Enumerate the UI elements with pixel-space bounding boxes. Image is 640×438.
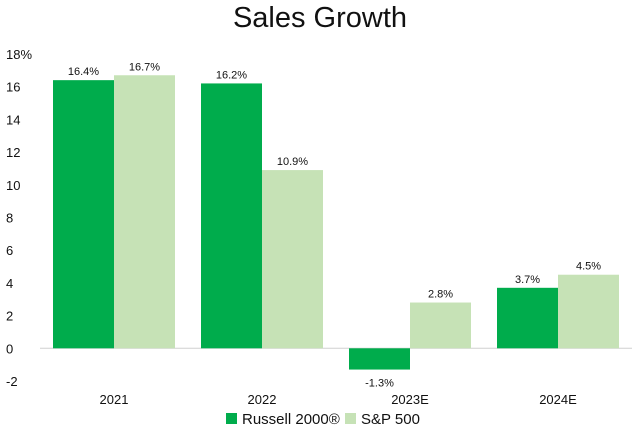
- y-tick-label: 12: [6, 145, 20, 160]
- bar-russell-2021: [53, 80, 114, 349]
- bar-russell-2022: [201, 83, 262, 349]
- y-tick-label: 4: [6, 276, 13, 291]
- x-tick-label: 2023E: [391, 392, 429, 407]
- data-label: 10.9%: [277, 156, 308, 168]
- y-tick-label: 0: [6, 341, 13, 356]
- bar-sp500-2024E: [558, 274, 619, 349]
- bar-sp500-2022: [262, 170, 323, 349]
- y-tick-label: 2: [6, 309, 13, 324]
- y-tick-label: 18%: [6, 47, 32, 62]
- legend-swatch-sp500: [345, 413, 356, 424]
- y-tick-label: 6: [6, 243, 13, 258]
- x-tick-label: 2021: [100, 392, 129, 407]
- y-tick-label: 16: [6, 80, 20, 95]
- legend-swatch-russell: [226, 413, 237, 424]
- y-tick-label: 14: [6, 112, 20, 127]
- chart-title: Sales Growth: [232, 2, 408, 34]
- legend-label: S&P 500: [361, 411, 420, 428]
- y-tick-label: -2: [6, 374, 18, 389]
- data-label: 16.4%: [68, 66, 99, 78]
- x-tick-label: 2024E: [539, 392, 577, 407]
- data-label: 16.7%: [129, 61, 160, 73]
- bar-sp500-2021: [114, 75, 175, 349]
- data-label: 3.7%: [515, 274, 540, 286]
- data-label: -1.3%: [365, 378, 394, 390]
- x-tick-label: 2022: [248, 392, 277, 407]
- legend-label: Russell 2000®: [242, 411, 340, 428]
- bar-russell-2024E: [497, 287, 558, 349]
- y-tick-label: 8: [6, 211, 13, 226]
- y-tick-label: 10: [6, 178, 20, 193]
- bar-sp500-2023E: [410, 302, 471, 349]
- data-label: 2.8%: [428, 289, 453, 301]
- data-label: 4.5%: [576, 261, 601, 273]
- bar-russell-2023E: [349, 348, 410, 370]
- data-label: 16.2%: [216, 69, 247, 81]
